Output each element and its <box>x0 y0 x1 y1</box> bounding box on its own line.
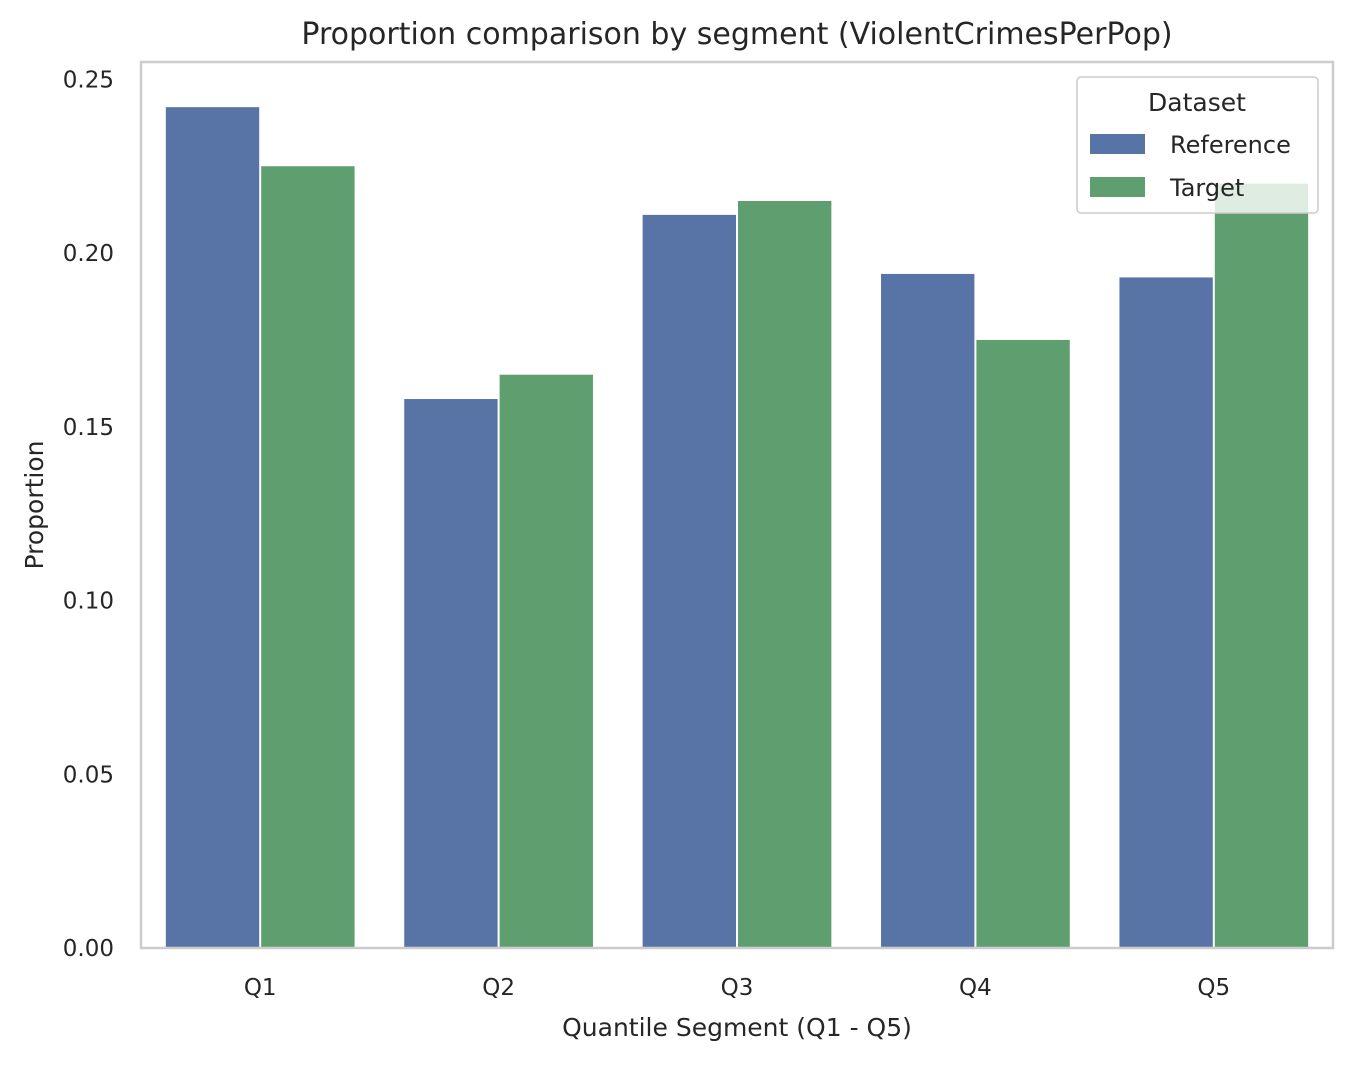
bars-layer <box>165 107 1309 949</box>
x-tick-label: Q4 <box>959 975 992 1001</box>
x-tick-label: Q3 <box>721 975 754 1001</box>
legend-title: Dataset <box>1148 88 1246 117</box>
x-tick-label: Q2 <box>482 975 515 1001</box>
x-tick-label: Q5 <box>1197 975 1230 1001</box>
y-axis-ticks: 0.00 0.05 0.10 0.15 0.20 0.25 <box>63 67 114 962</box>
y-tick-label: 0.15 <box>63 415 114 441</box>
bar-target-q1 <box>261 166 355 948</box>
bar-reference-q4 <box>881 273 975 949</box>
bar-reference-q3 <box>642 214 736 949</box>
bar-target-q3 <box>738 200 832 948</box>
x-axis-ticks: Q1 Q2 Q3 Q4 Q5 <box>244 975 1230 1001</box>
legend-label-reference: Reference <box>1170 131 1291 159</box>
y-tick-label: 0.25 <box>63 67 114 93</box>
y-tick-label: 0.00 <box>63 936 114 962</box>
bar-target-q5 <box>1214 183 1309 948</box>
legend-swatch-target <box>1090 177 1145 197</box>
legend: Dataset Reference Target <box>1076 76 1319 214</box>
y-tick-label: 0.10 <box>63 589 114 615</box>
y-tick-label: 0.20 <box>63 241 114 267</box>
legend-label-target: Target <box>1169 174 1244 202</box>
plot-frame <box>139 60 1335 950</box>
chart-title: Proportion comparison by segment (Violen… <box>301 17 1172 52</box>
bar-reference-q5 <box>1119 277 1213 948</box>
y-tick-label: 0.05 <box>63 762 114 788</box>
bar-target-q2 <box>499 374 593 948</box>
x-axis-label: Quantile Segment (Q1 - Q5) <box>562 1013 912 1042</box>
y-axis-label: Proportion <box>20 441 49 570</box>
bar-reference-q1 <box>165 107 260 948</box>
x-tick-label: Q1 <box>244 975 277 1001</box>
legend-swatch-reference <box>1090 134 1145 154</box>
bar-target-q4 <box>976 339 1070 948</box>
bar-reference-q2 <box>404 399 498 948</box>
legend-entries: Reference Target <box>1090 131 1291 202</box>
